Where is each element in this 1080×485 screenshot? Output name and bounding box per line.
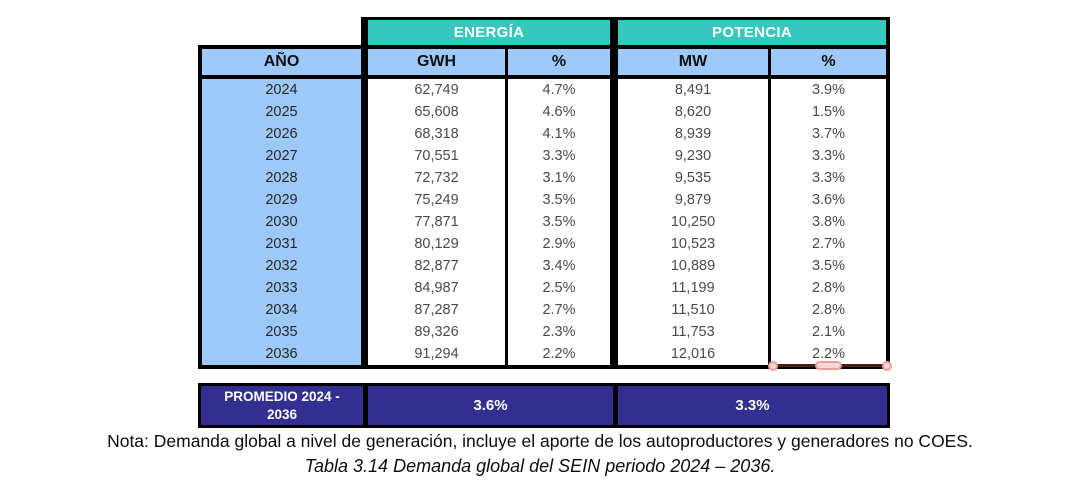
year-cell: 2026: [202, 123, 368, 145]
demand-table: AÑO GWH % MW % 2024 62,749 4.7% 8,491 3.…: [198, 45, 890, 369]
year-cell: 2030: [202, 211, 368, 233]
column-header-energy-pct: %: [508, 49, 618, 79]
gwh-cell: 68,318: [368, 123, 508, 145]
mw-cell: 9,879: [618, 189, 771, 211]
summary-power-value: 3.3%: [618, 386, 887, 425]
year-cell: 2029: [202, 189, 368, 211]
power-pct-cell: 2.8%: [771, 299, 886, 321]
gwh-cell: 77,871: [368, 211, 508, 233]
power-pct-cell: 3.3%: [771, 167, 886, 189]
mw-cell: 12,016: [618, 343, 771, 365]
gwh-cell: 72,732: [368, 167, 508, 189]
gwh-cell: 62,749: [368, 79, 508, 101]
power-pct-cell: 2.2%: [771, 343, 886, 365]
power-pct-cell: 3.3%: [771, 145, 886, 167]
mw-cell: 8,491: [618, 79, 771, 101]
energy-pct-cell: 3.3%: [508, 145, 618, 167]
energy-pct-cell: 3.5%: [508, 189, 618, 211]
power-pct-cell: 2.1%: [771, 321, 886, 343]
year-cell: 2033: [202, 277, 368, 299]
energy-pct-cell: 2.3%: [508, 321, 618, 343]
power-pct-cell: 3.9%: [771, 79, 886, 101]
mw-cell: 9,230: [618, 145, 771, 167]
gwh-cell: 89,326: [368, 321, 508, 343]
note-text: Nota: Demanda global a nivel de generaci…: [107, 431, 973, 451]
energy-pct-cell: 4.6%: [508, 101, 618, 123]
mw-cell: 10,523: [618, 233, 771, 255]
group-header-energia: ENERGÍA: [368, 20, 618, 45]
power-pct-cell: 3.5%: [771, 255, 886, 277]
gwh-cell: 75,249: [368, 189, 508, 211]
mw-cell: 11,199: [618, 277, 771, 299]
energy-pct-cell: 3.4%: [508, 255, 618, 277]
summary-energy-value: 3.6%: [368, 386, 618, 425]
mw-cell: 10,889: [618, 255, 771, 277]
column-header-ano: AÑO: [202, 49, 368, 79]
energy-pct-cell: 2.9%: [508, 233, 618, 255]
annotation-handle-middle[interactable]: [815, 361, 842, 370]
power-pct-cell: 2.8%: [771, 277, 886, 299]
energy-pct-cell: 2.7%: [508, 299, 618, 321]
mw-cell: 11,510: [618, 299, 771, 321]
column-header-gwh: GWH: [368, 49, 508, 79]
mw-cell: 10,250: [618, 211, 771, 233]
gwh-cell: 70,551: [368, 145, 508, 167]
gwh-cell: 80,129: [368, 233, 508, 255]
column-header-mw: MW: [618, 49, 771, 79]
energy-pct-cell: 4.1%: [508, 123, 618, 145]
year-cell: 2032: [202, 255, 368, 277]
energy-pct-cell: 3.5%: [508, 211, 618, 233]
power-pct-cell: 3.8%: [771, 211, 886, 233]
energy-pct-cell: 2.2%: [508, 343, 618, 365]
year-cell: 2024: [202, 79, 368, 101]
group-header-row: ENERGÍA POTENCIA: [361, 17, 890, 45]
energy-pct-cell: 3.1%: [508, 167, 618, 189]
mw-cell: 8,620: [618, 101, 771, 123]
year-cell: 2027: [202, 145, 368, 167]
year-cell: 2028: [202, 167, 368, 189]
annotation-handle-right[interactable]: [882, 361, 892, 371]
power-pct-cell: 3.6%: [771, 189, 886, 211]
table-caption: Tabla 3.14 Demanda global del SEIN perio…: [304, 456, 776, 476]
gwh-cell: 82,877: [368, 255, 508, 277]
gwh-cell: 65,608: [368, 101, 508, 123]
column-header-power-pct: %: [771, 49, 886, 79]
power-pct-cell: 1.5%: [771, 101, 886, 123]
energy-pct-cell: 4.7%: [508, 79, 618, 101]
mw-cell: 11,753: [618, 321, 771, 343]
gwh-cell: 84,987: [368, 277, 508, 299]
year-cell: 2034: [202, 299, 368, 321]
mw-cell: 8,939: [618, 123, 771, 145]
year-cell: 2025: [202, 101, 368, 123]
annotation-handle-left[interactable]: [768, 361, 778, 371]
year-cell: 2035: [202, 321, 368, 343]
power-pct-cell: 3.7%: [771, 123, 886, 145]
gwh-cell: 87,287: [368, 299, 508, 321]
summary-label: PROMEDIO 2024 - 2036: [201, 386, 368, 425]
energy-pct-cell: 2.5%: [508, 277, 618, 299]
mw-cell: 9,535: [618, 167, 771, 189]
summary-row: PROMEDIO 2024 - 2036 3.6% 3.3%: [198, 383, 890, 428]
year-cell: 2031: [202, 233, 368, 255]
year-cell: 2036: [202, 343, 368, 365]
power-pct-cell: 2.7%: [771, 233, 886, 255]
group-header-potencia: POTENCIA: [618, 20, 886, 45]
gwh-cell: 91,294: [368, 343, 508, 365]
